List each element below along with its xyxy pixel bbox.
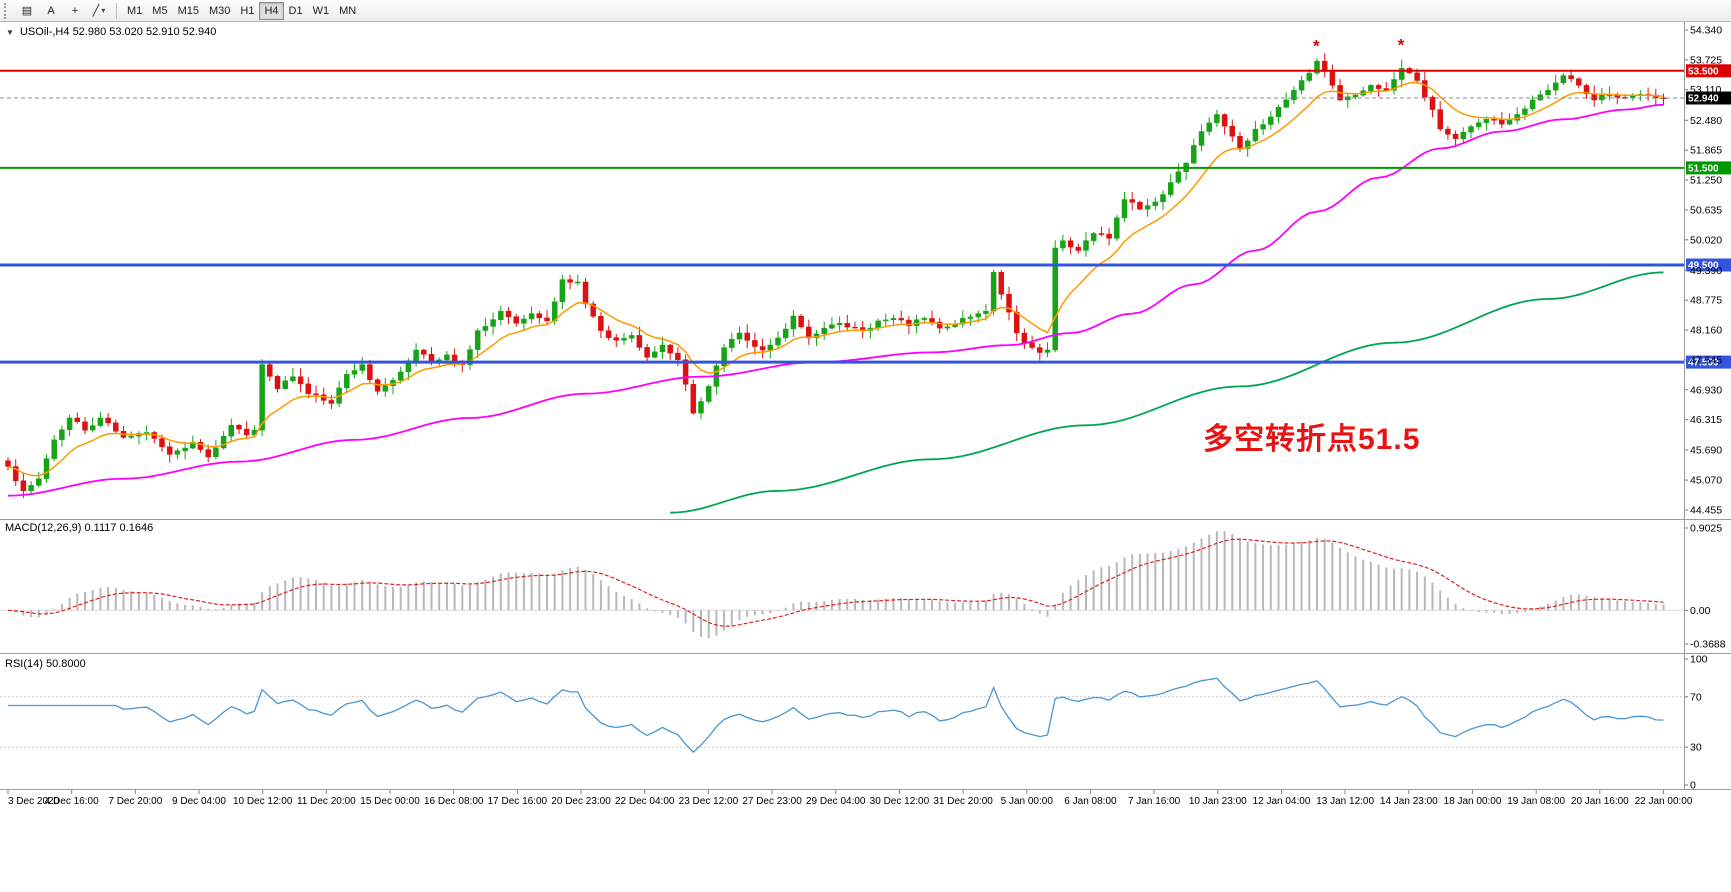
svg-text:70: 70	[1690, 691, 1702, 703]
ma-fast-line	[7, 81, 1664, 477]
price-axis: 54.340 53.725 53.110 52.480 51.865 51.250 50.6…	[1684, 25, 1722, 517]
svg-text:30 Dec 12:00: 30 Dec 12:00	[870, 796, 930, 807]
svg-text:52.480: 52.480	[1690, 115, 1722, 127]
svg-text:4 Dec 16:00: 4 Dec 16:00	[45, 796, 99, 807]
svg-text:3 Dec 2020: 3 Dec 2020	[8, 796, 60, 807]
svg-text:100: 100	[1690, 654, 1708, 666]
svg-text:20 Jan 16:00: 20 Jan 16:00	[1571, 796, 1629, 807]
macd-axis: 0.9025 0.00 -0.3688	[1684, 523, 1726, 651]
chart-canvas[interactable]: 53.500 51.500 49.500 47.500 52.940 * * 54.340 53…	[0, 22, 1731, 892]
svg-text:14 Jan 23:00: 14 Jan 23:00	[1380, 796, 1438, 807]
svg-text:49.500: 49.500	[1688, 261, 1719, 272]
symbol-dropdown-arrow[interactable]: ▼	[6, 28, 14, 37]
ma-slow-line	[670, 271, 1664, 514]
svg-text:18 Jan 00:00: 18 Jan 00:00	[1444, 796, 1502, 807]
svg-text:46.930: 46.930	[1690, 384, 1722, 396]
svg-text:53.500: 53.500	[1688, 66, 1719, 77]
horizontal-lines-layer[interactable]: 53.500 51.500 49.500 47.500 52.940	[0, 64, 1731, 369]
svg-text:49.390: 49.390	[1690, 265, 1722, 277]
order-marker-asterisk: *	[1313, 36, 1320, 55]
svg-text:27 Dec 23:00: 27 Dec 23:00	[742, 796, 802, 807]
chart-area[interactable]: 53.500 51.500 49.500 47.500 52.940 * * 54.340 53…	[0, 22, 1731, 892]
svg-text:7 Jan 16:00: 7 Jan 16:00	[1128, 796, 1181, 807]
svg-text:9 Dec 04:00: 9 Dec 04:00	[172, 796, 226, 807]
timeframe-button-m1[interactable]: M1	[122, 2, 147, 20]
svg-text:45.690: 45.690	[1690, 445, 1722, 457]
ma-mid-line	[7, 103, 1664, 497]
rsi-axis: 100 70 30 0	[1684, 654, 1708, 792]
svg-text:48.160: 48.160	[1690, 325, 1722, 337]
svg-text:11 Dec 20:00: 11 Dec 20:00	[297, 796, 356, 807]
svg-text:31 Dec 20:00: 31 Dec 20:00	[933, 796, 993, 807]
svg-text:53.725: 53.725	[1690, 54, 1722, 66]
toolbar-separator	[116, 2, 117, 19]
svg-text:12 Jan 04:00: 12 Jan 04:00	[1253, 796, 1311, 807]
svg-text:45.070: 45.070	[1690, 475, 1722, 487]
svg-text:53.110: 53.110	[1690, 84, 1721, 96]
svg-text:10 Dec 12:00: 10 Dec 12:00	[233, 796, 293, 807]
svg-text:54.340: 54.340	[1690, 25, 1722, 37]
svg-text:15 Dec 00:00: 15 Dec 00:00	[360, 796, 420, 807]
svg-text:0.9025: 0.9025	[1690, 523, 1722, 535]
svg-text:51.500: 51.500	[1688, 163, 1719, 174]
order-marker-asterisk: *	[1398, 35, 1405, 54]
toolbar-icon-group: ▤ A + ╱ ▾	[15, 2, 111, 20]
svg-text:7 Dec 20:00: 7 Dec 20:00	[108, 796, 162, 807]
svg-text:50.020: 50.020	[1690, 234, 1722, 246]
timeframe-button-mn[interactable]: MN	[334, 2, 361, 20]
svg-text:16 Dec 08:00: 16 Dec 08:00	[424, 796, 484, 807]
svg-text:48.775: 48.775	[1690, 295, 1722, 307]
svg-text:50.635: 50.635	[1690, 204, 1722, 216]
svg-text:0.00: 0.00	[1690, 605, 1711, 617]
timeframe-group: M1 M5 M15 M30 H1 H4 D1 W1 MN	[122, 1, 361, 20]
rsi-line	[8, 677, 1664, 754]
svg-text:47.545: 47.545	[1690, 354, 1722, 366]
svg-text:17 Dec 16:00: 17 Dec 16:00	[488, 796, 548, 807]
svg-text:13 Jan 12:00: 13 Jan 12:00	[1316, 796, 1374, 807]
timeframe-button-h4[interactable]: H4	[259, 1, 284, 20]
timeframe-button-m5[interactable]: M5	[147, 2, 172, 20]
svg-text:10 Jan 23:00: 10 Jan 23:00	[1189, 796, 1247, 807]
candles-layer	[5, 53, 1667, 499]
svg-text:47.500: 47.500	[1688, 358, 1719, 369]
svg-text:5 Jan 00:00: 5 Jan 00:00	[1001, 796, 1054, 807]
chevron-down-icon: ▾	[101, 6, 106, 15]
toolbar-grip[interactable]	[4, 2, 10, 19]
svg-text:46.315: 46.315	[1690, 414, 1722, 426]
svg-text:19 Jan 08:00: 19 Jan 08:00	[1507, 796, 1565, 807]
svg-text:23 Dec 12:00: 23 Dec 12:00	[679, 796, 739, 807]
svg-text:30: 30	[1690, 742, 1702, 754]
timeframe-button-m15[interactable]: M15	[173, 2, 204, 20]
svg-text:22 Dec 04:00: 22 Dec 04:00	[615, 796, 675, 807]
line-tools-button[interactable]: ╱ ▾	[87, 2, 111, 20]
timeframe-button-m30[interactable]: M30	[204, 2, 235, 20]
macd-histogram	[14, 531, 1665, 639]
svg-text:44.455: 44.455	[1690, 505, 1722, 517]
svg-text:22 Jan 00:00: 22 Jan 00:00	[1635, 796, 1693, 807]
svg-text:52.940: 52.940	[1688, 93, 1719, 104]
svg-text:0: 0	[1690, 780, 1696, 792]
charts-list-icon[interactable]: ▤	[15, 2, 39, 20]
svg-text:29 Dec 04:00: 29 Dec 04:00	[806, 796, 866, 807]
svg-text:-0.3688: -0.3688	[1690, 639, 1726, 651]
toolbar: ▤ A + ╱ ▾ M1 M5 M15 M30 H1 H4 D1 W1 MN	[0, 0, 1731, 22]
svg-text:51.250: 51.250	[1690, 175, 1722, 187]
crosshair-button[interactable]: +	[63, 2, 87, 20]
svg-text:51.865: 51.865	[1690, 145, 1722, 157]
macd-signal-line	[7, 538, 1664, 627]
svg-text:20 Dec 23:00: 20 Dec 23:00	[551, 796, 611, 807]
cursor-mode-button[interactable]: A	[39, 2, 63, 20]
timeframe-button-d1[interactable]: D1	[284, 2, 308, 20]
svg-text:6 Jan 08:00: 6 Jan 08:00	[1064, 796, 1117, 807]
timeframe-button-h1[interactable]: H1	[235, 2, 259, 20]
timeframe-button-w1[interactable]: W1	[308, 2, 335, 20]
